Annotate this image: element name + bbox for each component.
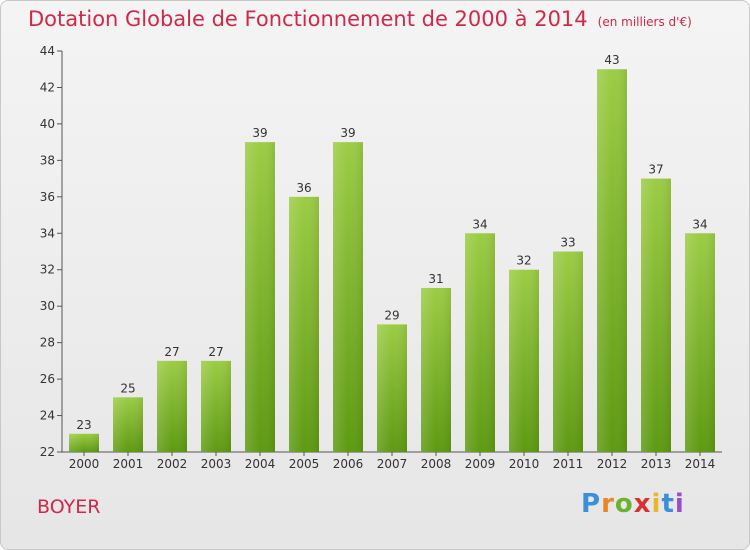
x-tick-label: 2006 (333, 457, 364, 471)
x-tick-label: 2014 (685, 457, 716, 471)
bar-value-label: 25 (120, 381, 135, 395)
x-tick-label: 2005 (289, 457, 320, 471)
chart-title: Dotation Globale de Fonctionnement de 20… (28, 7, 692, 31)
bar-value-label: 31 (428, 272, 443, 286)
bar-value-label: 37 (648, 163, 663, 177)
commune-name: BOYER (37, 496, 101, 518)
bar-value-label: 34 (472, 217, 487, 231)
x-tick-label: 2010 (509, 457, 540, 471)
bar-shine-2004 (245, 142, 275, 453)
y-tick-label: 40 (40, 117, 55, 131)
bar-shine-2009 (465, 233, 495, 452)
x-tick-label: 2013 (641, 457, 672, 471)
bar-value-label: 27 (208, 345, 223, 359)
bar-value-label: 27 (164, 345, 179, 359)
chart-unit: (en milliers d'€) (597, 15, 692, 29)
bar-value-label: 29 (384, 308, 399, 322)
chart-axes: 22 24 26 28 30 32 34 36 38 40 42 44 2000 2001 2002 2003… (40, 44, 722, 471)
logo-letter: r (601, 489, 615, 519)
logo-letter: t (661, 489, 675, 519)
bar-shine-2005 (289, 196, 319, 452)
bar-value-label: 32 (516, 254, 531, 268)
y-tick-label: 44 (40, 44, 55, 58)
y-tick-label: 28 (40, 336, 55, 350)
bar-shine-2014 (685, 233, 715, 452)
x-tick-label: 2008 (421, 457, 452, 471)
x-tick-label: 2001 (113, 457, 144, 471)
bar-value-label: 36 (296, 181, 311, 195)
bar-shine-2011 (553, 251, 583, 452)
bar-shine-2003 (201, 360, 231, 452)
bar-value-label: 34 (692, 217, 707, 231)
y-tick-label: 30 (40, 299, 55, 313)
x-tick-label: 2002 (157, 457, 188, 471)
y-tick-label: 36 (40, 190, 55, 204)
y-tick-label: 22 (40, 445, 55, 459)
bar-value-label: 23 (76, 418, 91, 432)
chart-title-text: Dotation Globale de Fonctionnement de 20… (28, 7, 588, 31)
y-tick-label: 26 (40, 372, 55, 386)
bar-shine-2000 (69, 433, 99, 452)
bar-value-label: 33 (560, 236, 575, 250)
bar-shine-2001 (113, 397, 143, 452)
proxiti-logo[interactable]: Proxiti (581, 489, 685, 519)
bar-shine-2007 (377, 324, 407, 452)
y-tick-label: 24 (40, 409, 55, 423)
logo-letter: x (633, 489, 652, 519)
logo-letter: i (674, 489, 685, 519)
bar-shine-2006 (333, 142, 363, 453)
x-tick-label: 2007 (377, 457, 408, 471)
bar-shine-2010 (509, 269, 539, 452)
y-tick-label: 42 (40, 80, 55, 94)
x-tick-label: 2004 (245, 457, 276, 471)
bar-shine-2002 (157, 360, 187, 452)
logo-letter: i (651, 489, 662, 519)
y-tick-label: 38 (40, 153, 55, 167)
y-tick-label: 34 (40, 226, 55, 240)
bar-shine-2013 (641, 178, 671, 452)
logo-letter: o (614, 489, 634, 519)
x-tick-label: 2012 (597, 457, 628, 471)
bar-shine-2012 (597, 69, 627, 453)
y-tick-label: 32 (40, 263, 55, 277)
bar-value-label: 39 (252, 126, 267, 140)
x-tick-label: 2000 (69, 457, 100, 471)
x-tick-label: 2009 (465, 457, 496, 471)
chart-bars: 23 25 27 27 39 36 39 29 31 34 32 33 43 37 34 (69, 53, 715, 453)
bar-shine-2008 (421, 287, 451, 452)
bar-value-label: 39 (340, 126, 355, 140)
bar-value-label: 43 (604, 53, 619, 67)
x-tick-label: 2011 (553, 457, 584, 471)
logo-letter: P (581, 489, 602, 519)
x-tick-label: 2003 (201, 457, 232, 471)
